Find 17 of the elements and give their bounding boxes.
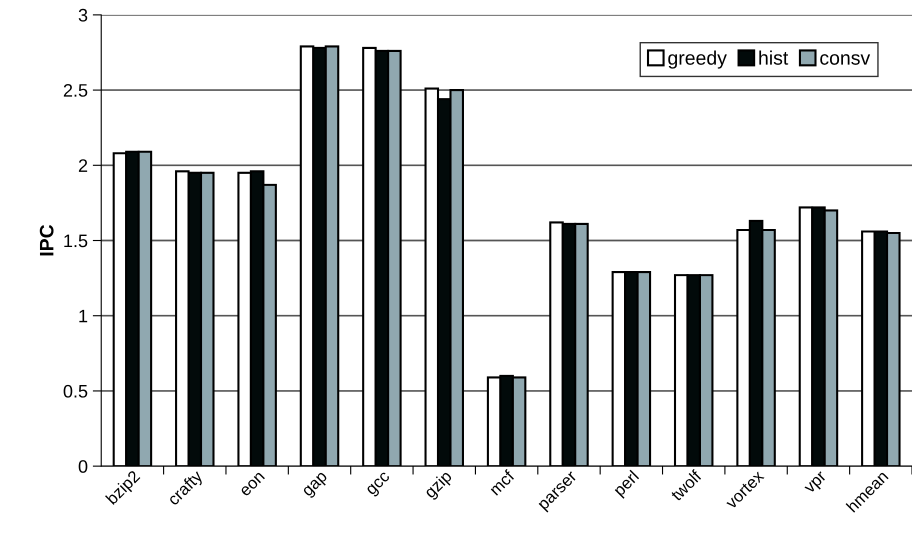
x-tick-label: vpr [804, 471, 830, 496]
x-tick-label: gap [302, 472, 330, 500]
y-tick-label: 2.5 [64, 84, 88, 97]
y-tick-label: 2 [78, 159, 88, 172]
y-tick-label: 0.5 [64, 384, 88, 398]
x-tick-label: eon [240, 472, 266, 497]
y-tick-label: 3 [78, 8, 88, 22]
y-tick-label: 1.5 [64, 234, 88, 248]
legend-label: consv [820, 54, 870, 65]
y-axis-title: IPC [40, 224, 54, 256]
x-tick-label: mcf [488, 468, 516, 496]
y-tick-label: 1 [79, 310, 88, 322]
y-tick-label: 0 [78, 460, 88, 473]
legend-label: hist [759, 50, 788, 65]
x-tick-label: gzip [423, 469, 455, 502]
x-tick-label: gcc [366, 471, 393, 498]
legend-label: greedy [668, 50, 727, 69]
